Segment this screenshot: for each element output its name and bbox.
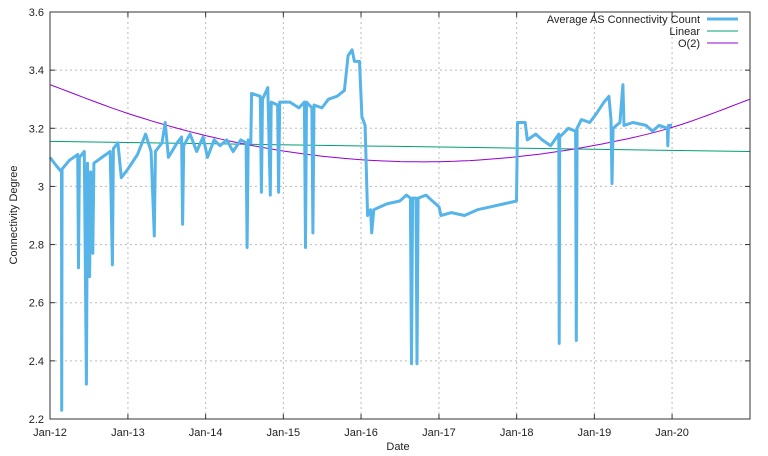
ticks: 2.2 2.4 2.6 2.8 3 3.2 3.4 3.6 Jan-12 Jan-13 Jan-14… (29, 7, 750, 439)
series-layer (48, 48, 751, 412)
x-tick-label: Jan-17 (422, 427, 456, 439)
y-tick-label: 2.8 (29, 240, 44, 252)
legend-label: Linear (669, 26, 700, 38)
x-tick-label: Jan-18 (500, 427, 534, 439)
y-tick-label: 3 (38, 181, 44, 193)
x-tick-label: Jan-14 (189, 427, 223, 439)
x-tick-label: Jan-15 (267, 427, 301, 439)
x-tick-label: Jan-13 (111, 427, 145, 439)
x-tick-label: Jan-20 (655, 427, 689, 439)
x-tick-label: Jan-19 (578, 427, 612, 439)
y-tick-label: 2.2 (29, 414, 44, 426)
plot-frame (49, 11, 751, 420)
legend-label: O(2) (678, 38, 700, 50)
x-axis-label: Date (386, 441, 409, 453)
x-tick-label: Jan-12 (33, 427, 67, 439)
y-axis-label: Connectivity Degree (8, 165, 20, 264)
series-line-0 (48, 48, 673, 412)
y-tick-label: 2.6 (29, 298, 44, 310)
y-tick-label: 3.6 (29, 7, 44, 19)
y-tick-label: 2.4 (29, 356, 44, 368)
legend-label: Average AS Connectivity Count (547, 14, 700, 26)
y-tick-label: 3.4 (29, 65, 44, 77)
grid (50, 12, 750, 419)
y-tick-label: 3.2 (29, 123, 44, 135)
x-tick-label: Jan-16 (344, 427, 378, 439)
